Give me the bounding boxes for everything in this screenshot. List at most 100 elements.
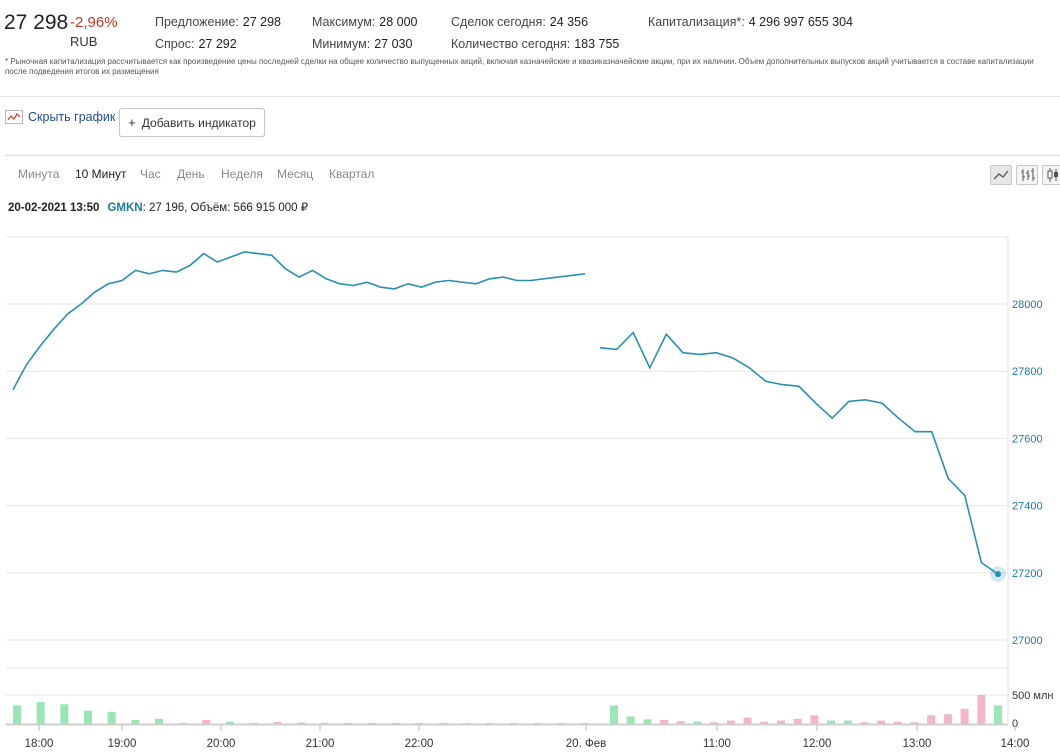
x-tick-label: 20. Фев xyxy=(566,738,606,750)
stat-offer: Предложение: 27 298 xyxy=(155,15,282,29)
add-indicator-label: Добавить индикатор xyxy=(141,115,256,130)
candlestick-icon[interactable] xyxy=(1042,165,1060,185)
volume-bar xyxy=(581,723,589,724)
volume-bar xyxy=(368,723,376,724)
volume-bar xyxy=(877,720,886,724)
x-tick-label: 21:00 xyxy=(306,738,335,750)
volume-bar xyxy=(610,705,618,724)
tab-hour[interactable]: Час xyxy=(140,167,161,181)
tab-quarter[interactable]: Квартал xyxy=(329,167,375,181)
volume-bars xyxy=(13,695,1002,724)
volume-grid xyxy=(6,667,1008,725)
x-tick-label: 19:00 xyxy=(108,738,137,750)
price-series-line xyxy=(12,251,586,391)
volume-bar xyxy=(793,718,802,724)
volume-bar xyxy=(693,721,702,724)
volume-bar xyxy=(391,723,400,724)
tab-day[interactable]: День xyxy=(177,167,205,181)
volume-bar xyxy=(131,719,140,724)
volume-bar xyxy=(626,716,635,724)
volume-bar xyxy=(557,723,566,724)
stat-quantity: Количество сегодня: 183 755 xyxy=(451,37,620,51)
volume-bar xyxy=(810,715,819,724)
x-tick-label: 14:00 xyxy=(1001,738,1030,750)
volume-bar xyxy=(60,704,69,724)
volume-bar xyxy=(843,720,852,724)
volume-bar xyxy=(510,723,518,724)
volume-bar xyxy=(84,710,92,724)
y-axis-labels: 27000 27200 27400 27600 27800 28000 xyxy=(1012,299,1043,647)
price-series-line xyxy=(599,331,999,575)
volume-bar xyxy=(462,723,471,724)
volume-bar xyxy=(776,720,785,724)
volume-bar xyxy=(827,720,836,724)
volume-axis-labels: 500 млн 0 xyxy=(1012,690,1053,730)
volume-bar xyxy=(643,719,652,724)
volume-bar xyxy=(860,722,869,724)
x-tick-label: 12:00 xyxy=(803,738,832,750)
volume-bar xyxy=(760,721,769,724)
volume-bar xyxy=(107,711,116,724)
x-tick-label: 22:00 xyxy=(405,738,434,750)
hide-chart-link[interactable]: Скрыть график xyxy=(5,110,115,124)
y-tick-label: 27200 xyxy=(1012,568,1043,580)
volume-bar xyxy=(743,717,752,724)
volume-bar xyxy=(710,722,719,724)
volume-bar xyxy=(13,705,21,724)
volume-bar xyxy=(439,723,447,724)
volume-tick-label: 500 млн xyxy=(1012,690,1053,702)
y-tick-label: 28000 xyxy=(1012,299,1043,311)
tab-10-minutes[interactable]: 10 Минут xyxy=(75,167,127,181)
tab-week[interactable]: Неделя xyxy=(221,167,263,181)
x-axis-labels: 18:00 19:00 20:00 21:00 22:00 20. Фев 11:00 12:… xyxy=(6,724,1030,750)
y-tick-label: 27000 xyxy=(1012,635,1043,647)
capitalization-footnote: * Рыночная капитализация рассчитывается … xyxy=(5,57,1034,76)
price-change: -2,96% xyxy=(70,14,118,31)
stat-max: Максимум: 28 000 xyxy=(312,15,418,29)
volume-bar xyxy=(36,701,45,724)
currency: RUB xyxy=(70,34,98,49)
volume-bar xyxy=(226,721,234,724)
volume-bar xyxy=(943,714,952,724)
volume-bar xyxy=(344,723,353,724)
hover-info: 20-02-2021 13:50 GMKN: 27 196, Объём: 566… xyxy=(8,202,309,214)
stat-deals: Сделок сегодня: 24 356 xyxy=(451,15,589,29)
stat-capitalization: Капитализация*: 4 296 997 655 304 xyxy=(648,15,854,29)
price-line xyxy=(12,251,999,575)
volume-bar xyxy=(486,723,495,724)
stat-min: Минимум: 27 030 xyxy=(312,37,413,51)
volume-bar xyxy=(533,723,542,724)
volume-bar xyxy=(676,721,685,724)
volume-bar xyxy=(415,723,424,724)
x-tick-label: 11:00 xyxy=(703,738,731,750)
tab-month[interactable]: Месяц xyxy=(277,167,314,181)
x-tick-label: 13:00 xyxy=(903,738,932,750)
volume-bar xyxy=(202,719,211,724)
volume-bar xyxy=(893,721,902,724)
last-price: 27 298 xyxy=(4,11,69,34)
line-chart-icon[interactable] xyxy=(990,165,1012,185)
interval-tabs: Минута 10 Минут Час День Неделя Месяц Кв… xyxy=(5,155,1060,192)
x-tick-label: 18:00 xyxy=(25,738,54,750)
volume-bar xyxy=(910,722,919,724)
stat-bid: Спрос: 27 292 xyxy=(155,37,237,51)
add-indicator-button[interactable]: + Добавить индикатор xyxy=(119,108,265,137)
last-point-marker xyxy=(990,566,1006,583)
x-tick-label: 20:00 xyxy=(207,738,236,750)
volume-bar xyxy=(994,705,1002,724)
volume-bar xyxy=(297,722,305,724)
volume-bar xyxy=(320,722,329,724)
volume-bar xyxy=(960,708,969,724)
plus-icon: + xyxy=(128,115,136,130)
y-tick-label: 27600 xyxy=(1012,433,1043,445)
volume-bar xyxy=(273,721,282,724)
last-point-dot xyxy=(995,571,1001,578)
volume-bar xyxy=(155,718,163,724)
ohlc-bars-icon[interactable] xyxy=(1016,165,1038,185)
y-tick-label: 27800 xyxy=(1012,366,1043,378)
tab-minute[interactable]: Минута xyxy=(18,167,60,181)
volume-bar xyxy=(178,722,187,724)
volume-bar xyxy=(927,715,936,724)
grid xyxy=(6,236,1009,722)
